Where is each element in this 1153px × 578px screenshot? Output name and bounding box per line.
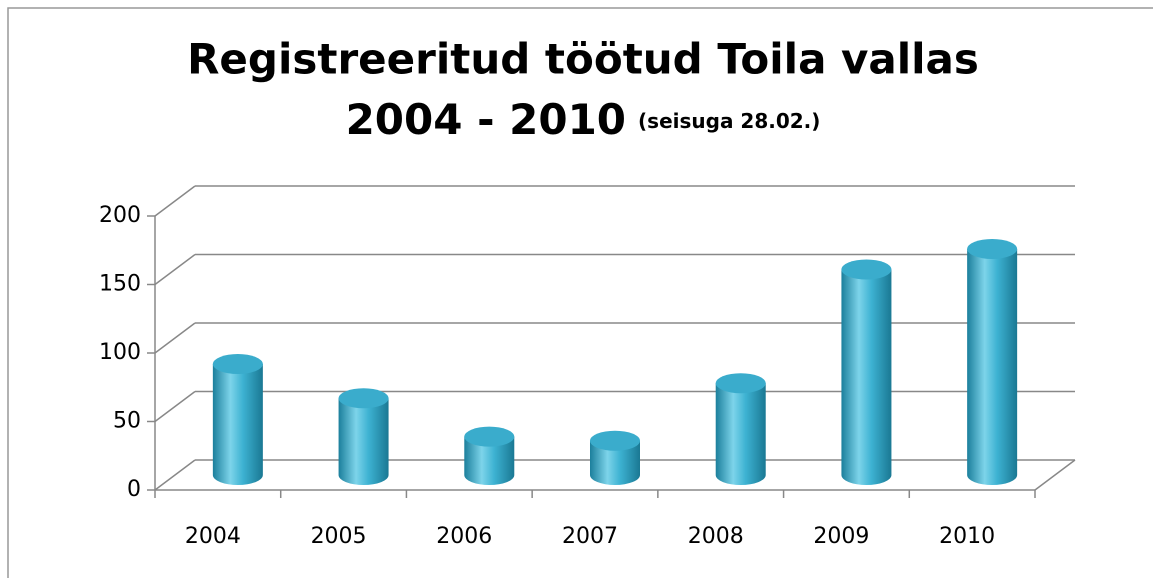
grid-line-side xyxy=(154,390,196,423)
bar xyxy=(464,436,515,485)
title-years: 2004 - 2010 xyxy=(346,95,626,144)
grid-line-side xyxy=(154,459,196,491)
grid-line-side xyxy=(154,185,196,217)
bar-top xyxy=(967,238,1018,259)
x-tick-label: 2006 xyxy=(436,524,492,549)
bar xyxy=(212,364,263,485)
x-tick-label: 2010 xyxy=(939,524,995,549)
bar-top xyxy=(841,259,892,280)
bar-top xyxy=(715,373,766,394)
bar xyxy=(338,398,389,485)
chart-subtitle: (seisuga 28.02.) xyxy=(638,109,820,133)
bar xyxy=(715,383,766,485)
bar xyxy=(841,269,892,485)
bar-top xyxy=(590,430,640,451)
x-tick-label: 2005 xyxy=(311,524,367,549)
x-tick-label: 2009 xyxy=(813,524,869,549)
grid-line-side xyxy=(154,253,196,286)
bar-top xyxy=(464,426,515,447)
grid-line-side xyxy=(154,322,196,354)
y-tick-label: 200 xyxy=(99,203,141,228)
chart-border xyxy=(7,7,1153,578)
y-tick-label: 100 xyxy=(99,340,141,365)
floor-right xyxy=(1034,459,1076,491)
y-tick-label: 0 xyxy=(127,477,141,502)
y-tick-label: 50 xyxy=(113,409,141,434)
bar-top xyxy=(212,354,263,375)
bar-top xyxy=(338,388,389,409)
bar xyxy=(967,248,1018,485)
bar xyxy=(590,440,640,485)
chart-title-line2: 2004 - 2010 (seisuga 28.02.) xyxy=(346,95,821,144)
y-tick-label: 150 xyxy=(99,272,141,297)
x-tick-label: 2007 xyxy=(562,524,618,549)
x-tick-label: 2008 xyxy=(688,524,744,549)
x-tick-label: 2004 xyxy=(185,524,241,549)
chart-title: Registreeritud töötud Toila vallas xyxy=(187,35,979,84)
